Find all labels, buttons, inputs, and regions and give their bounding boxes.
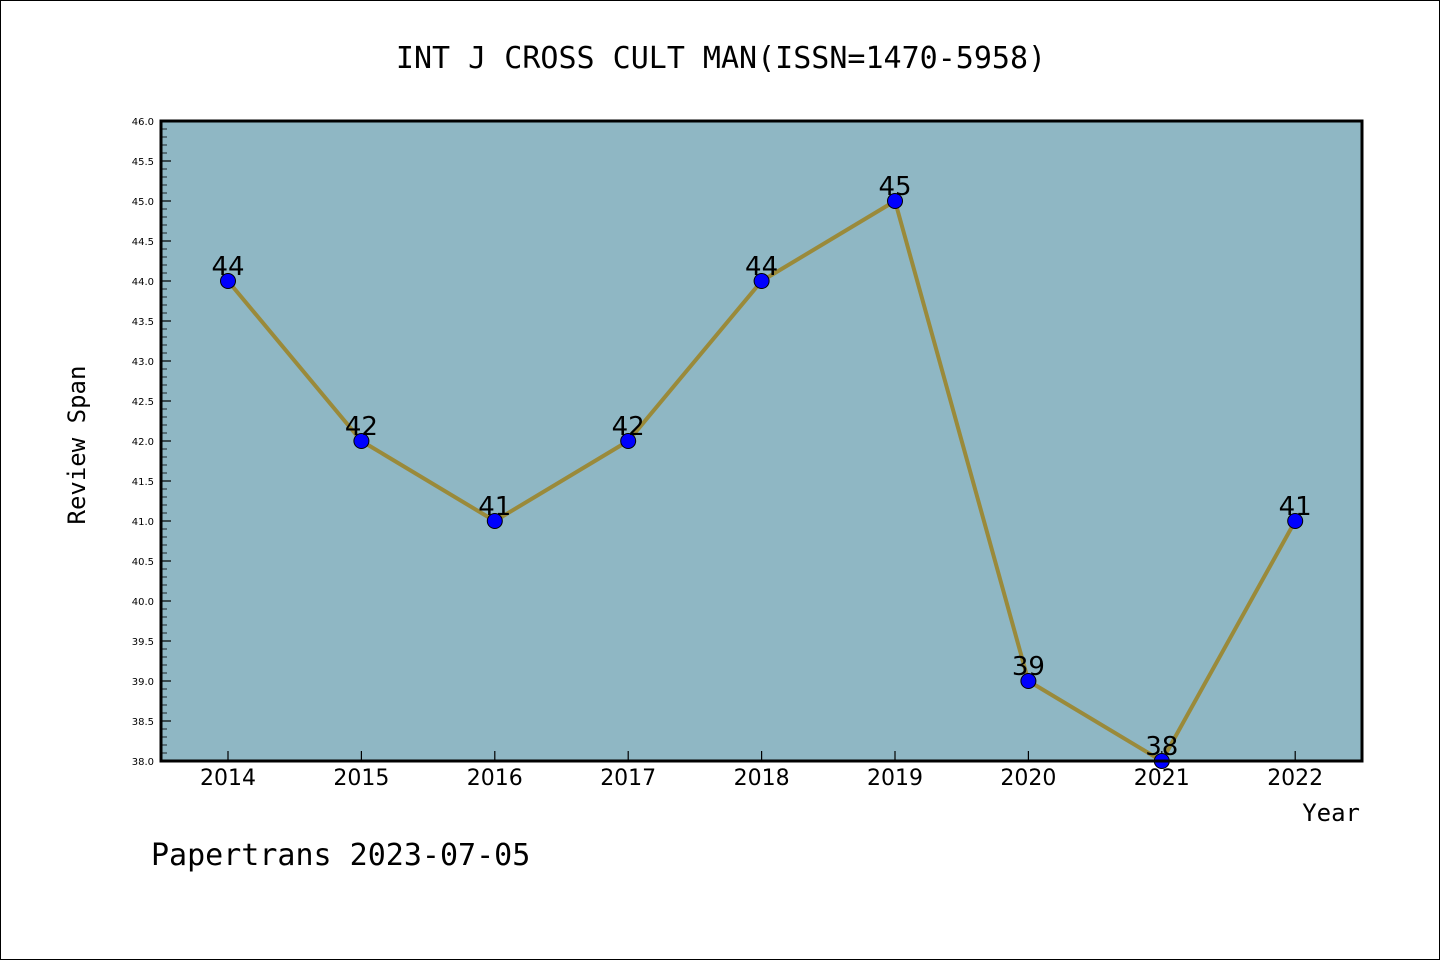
y-tick-label: 39.5: [132, 637, 154, 648]
chart-title: INT J CROSS CULT MAN(ISSN=1470-5958): [396, 41, 1046, 76]
y-tick-label: 39.0: [132, 677, 154, 688]
y-tick-label: 45.5: [132, 157, 154, 168]
y-tick-label: 41.0: [132, 517, 154, 528]
data-point: [486, 513, 503, 529]
plot-frame: [159, 119, 1364, 763]
data-label: 42: [345, 412, 378, 442]
y-axis: 38.0 38.5 39.0 39.5 40.0 40.5 41.0 41.5 42.0 42.5…: [132, 117, 171, 768]
data-point: [620, 433, 637, 449]
data-label: 45: [878, 172, 911, 202]
plot-area: [161, 121, 1362, 761]
footer-text: Papertrans 2023-07-05: [151, 838, 530, 873]
y-tick-label: 46.0: [132, 117, 154, 128]
x-axis-label: Year: [1302, 799, 1360, 827]
x-tick-label: 2019: [867, 766, 923, 791]
x-axis: 2014 2015 2016 2017 2018 2019 2020 2021 2022: [200, 751, 1323, 791]
y-tick-label: 44.0: [132, 277, 154, 288]
y-tick-label: 38.5: [132, 717, 154, 728]
data-label: 38: [1145, 732, 1178, 762]
y-tick-label: 43.0: [132, 357, 154, 368]
y-tick-label: 44.5: [132, 237, 154, 248]
x-tick-label: 2014: [200, 766, 256, 791]
data-point: [353, 433, 370, 449]
data-label: 39: [1012, 652, 1045, 682]
x-tick-label: 2020: [1000, 766, 1056, 791]
y-tick-label: 42.0: [132, 437, 154, 448]
x-tick-label: 2017: [600, 766, 656, 791]
x-tick-label: 2016: [467, 766, 523, 791]
data-label: 44: [211, 252, 244, 282]
y-tick-label: 41.5: [132, 477, 154, 488]
data-label: 41: [1279, 492, 1312, 522]
data-point: [220, 273, 236, 289]
y-tick-label: 45.0: [132, 197, 154, 208]
data-labels: 44 42 41 42 44 45 39 38 41: [211, 172, 1311, 762]
data-point: [887, 193, 903, 209]
x-tick-label: 2015: [333, 766, 389, 791]
data-point: [753, 273, 770, 289]
y-tick-label: 42.5: [132, 397, 154, 408]
x-tick-label: 2022: [1267, 766, 1323, 791]
data-point: [1020, 673, 1037, 689]
y-tick-label: 40.5: [132, 557, 154, 568]
y-tick-label: 43.5: [132, 317, 154, 328]
data-label: 41: [478, 492, 511, 522]
x-tick-label: 2018: [734, 766, 790, 791]
y-tick-label: 38.0: [132, 757, 154, 768]
data-point: [1287, 513, 1304, 529]
data-label: 44: [745, 252, 778, 282]
y-axis-label: Review Span: [63, 366, 91, 525]
x-tick-label: 2021: [1134, 766, 1190, 791]
data-label: 42: [612, 412, 645, 442]
data-markers: [220, 193, 1304, 769]
y-tick-label: 40.0: [132, 597, 154, 608]
